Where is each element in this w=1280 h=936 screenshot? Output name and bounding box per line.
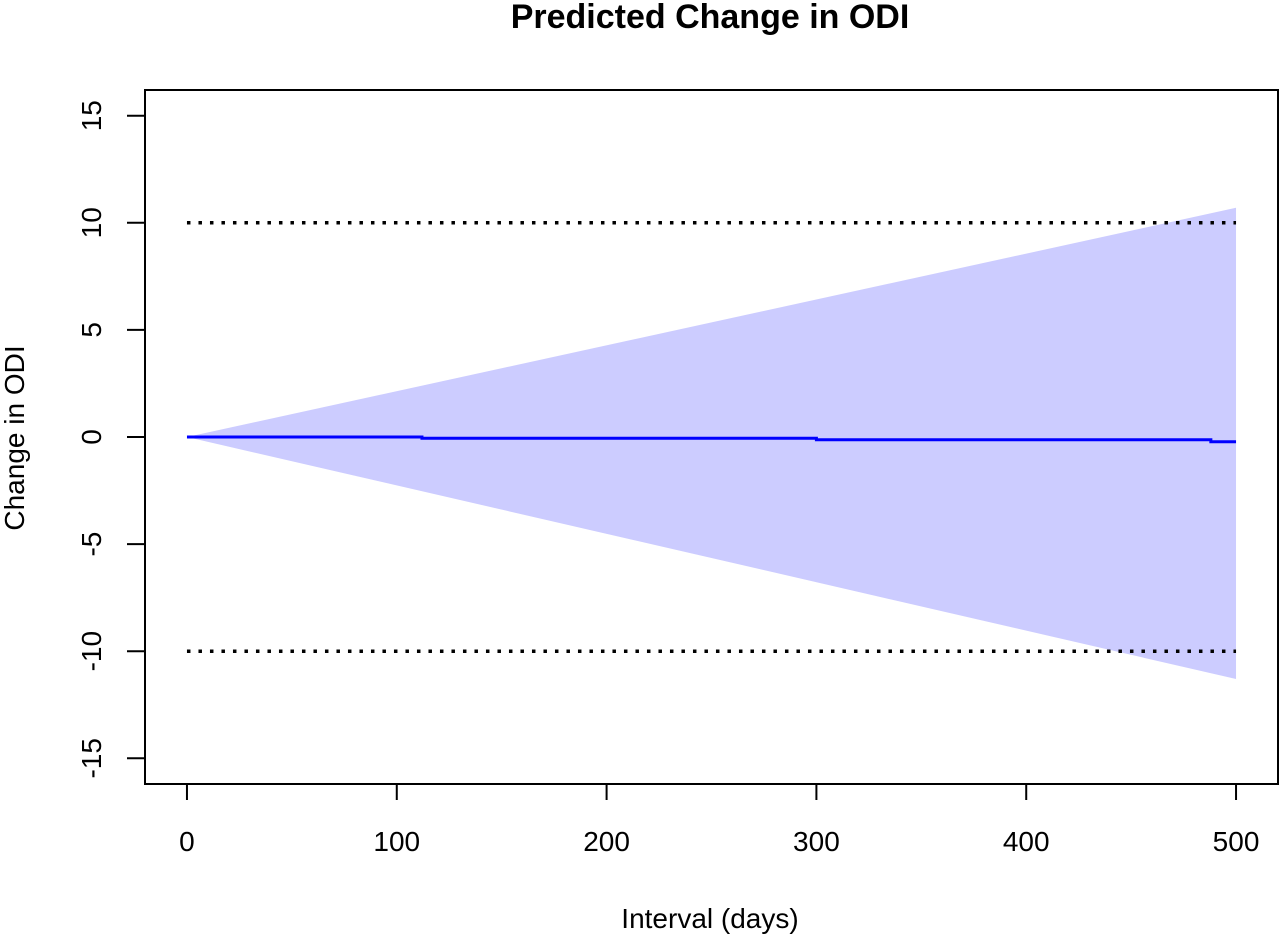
y-tick-label: -10 [76, 631, 107, 671]
x-tick-label: 0 [179, 826, 195, 857]
y-axis-label: Change in ODI [0, 345, 30, 530]
x-tick-label: 100 [373, 826, 420, 857]
x-axis: 0 100 200 300 400 500 [179, 783, 1260, 857]
y-tick-label: 0 [76, 429, 107, 445]
x-axis-label: Interval (days) [621, 903, 798, 934]
confidence-band [186, 207, 1237, 680]
y-tick-label: -15 [76, 738, 107, 778]
y-tick-label: 15 [76, 100, 107, 131]
y-tick-label: 10 [76, 207, 107, 238]
x-tick-label: 300 [793, 826, 840, 857]
y-axis: -15 -10 -5 0 5 10 15 [76, 100, 146, 779]
x-tick-label: 400 [1003, 826, 1050, 857]
plot-layer [186, 207, 1237, 680]
y-tick-label: 5 [76, 322, 107, 338]
x-tick-label: 200 [583, 826, 630, 857]
y-tick-label: -5 [76, 532, 107, 557]
x-tick-label: 500 [1213, 826, 1260, 857]
chart-title: Predicted Change in ODI [511, 0, 910, 36]
prediction-line [186, 435, 1237, 444]
